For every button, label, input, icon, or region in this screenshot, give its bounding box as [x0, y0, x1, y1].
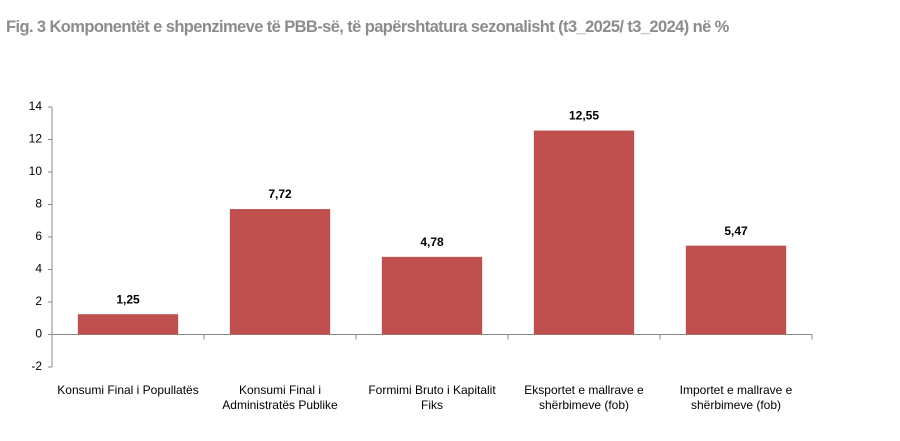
value-label: 5,47 — [724, 224, 748, 238]
bar — [685, 245, 787, 335]
y-tick-label: 6 — [35, 229, 42, 243]
bar — [381, 256, 483, 335]
x-tick-label: Formimi Bruto i Kapitalit Fiks — [368, 383, 496, 412]
y-tick-label: 8 — [35, 197, 42, 211]
bar — [77, 314, 179, 335]
value-label: 4,78 — [420, 235, 444, 249]
y-tick-label: 14 — [29, 99, 43, 113]
y-tick-label: 10 — [29, 164, 43, 178]
y-tick-label: 4 — [35, 262, 42, 276]
bar — [533, 130, 635, 335]
value-label: 7,72 — [268, 187, 292, 201]
chart-title: Fig. 3 Komponentët e shpenzimeve të PBB-… — [6, 18, 729, 36]
bar — [229, 209, 331, 335]
x-tick-label: Eksportet e mallrave e shërbimeve (fob) — [524, 383, 644, 412]
x-tick-label: Importet e mallrave e shërbimeve (fob) — [679, 383, 793, 412]
y-tick-label: 0 — [35, 327, 42, 341]
x-tick-label: Konsumi Final i Popullatës — [57, 383, 199, 397]
y-tick-label: 2 — [35, 294, 42, 308]
y-tick-label: -2 — [31, 359, 42, 373]
x-tick-label: Konsumi Final i Administratës Publike — [222, 383, 338, 412]
value-label: 1,25 — [116, 292, 140, 306]
value-label: 12,55 — [569, 109, 599, 123]
y-tick-label: 12 — [29, 132, 43, 146]
